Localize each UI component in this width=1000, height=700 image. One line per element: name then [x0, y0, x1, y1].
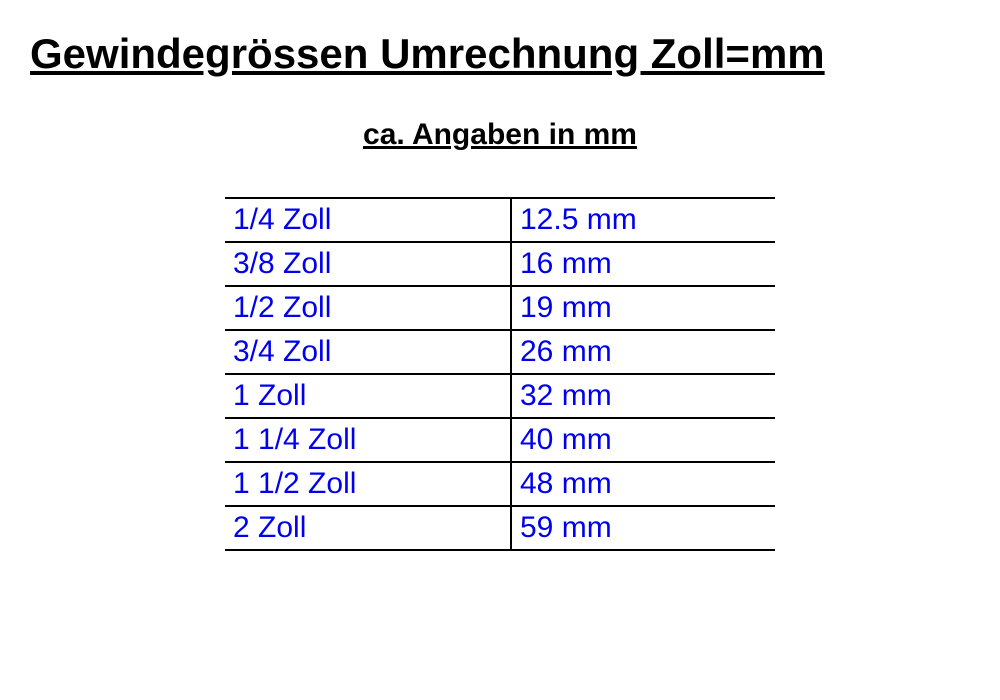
page-title: Gewindegrössen Umrechnung Zoll=mm	[20, 30, 980, 78]
cell-zoll: 1 1/2 Zoll	[225, 462, 511, 506]
conversion-table: 1/4 Zoll 12.5 mm 3/8 Zoll 16 mm 1/2 Zoll…	[225, 197, 775, 551]
cell-zoll: 1 1/4 Zoll	[225, 418, 511, 462]
table-row: 3/4 Zoll 26 mm	[225, 330, 775, 374]
cell-zoll: 3/8 Zoll	[225, 242, 511, 286]
cell-zoll: 2 Zoll	[225, 506, 511, 550]
cell-zoll: 3/4 Zoll	[225, 330, 511, 374]
cell-mm: 59 mm	[511, 506, 775, 550]
cell-mm: 32 mm	[511, 374, 775, 418]
table-row: 1/4 Zoll 12.5 mm	[225, 198, 775, 242]
cell-mm: 48 mm	[511, 462, 775, 506]
cell-mm: 40 mm	[511, 418, 775, 462]
cell-mm: 19 mm	[511, 286, 775, 330]
cell-mm: 16 mm	[511, 242, 775, 286]
table-row: 1 Zoll 32 mm	[225, 374, 775, 418]
table-row: 2 Zoll 59 mm	[225, 506, 775, 550]
cell-zoll: 1 Zoll	[225, 374, 511, 418]
page-subtitle: ca. Angaben in mm	[20, 118, 980, 152]
table-container: 1/4 Zoll 12.5 mm 3/8 Zoll 16 mm 1/2 Zoll…	[20, 197, 980, 551]
cell-mm: 26 mm	[511, 330, 775, 374]
table-row: 3/8 Zoll 16 mm	[225, 242, 775, 286]
cell-zoll: 1/2 Zoll	[225, 286, 511, 330]
table-row: 1/2 Zoll 19 mm	[225, 286, 775, 330]
cell-mm: 12.5 mm	[511, 198, 775, 242]
table-row: 1 1/2 Zoll 48 mm	[225, 462, 775, 506]
cell-zoll: 1/4 Zoll	[225, 198, 511, 242]
table-row: 1 1/4 Zoll 40 mm	[225, 418, 775, 462]
